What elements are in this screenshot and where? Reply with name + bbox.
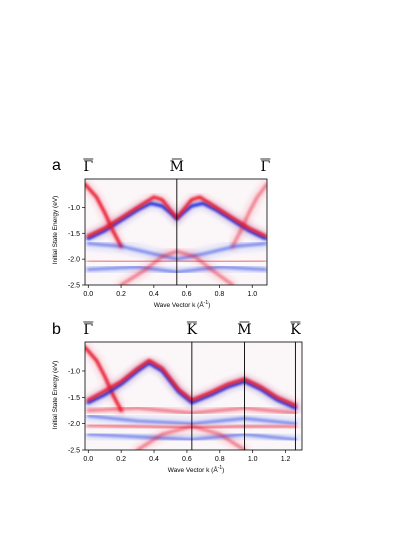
y-tick-label: -2.5 [68, 448, 80, 455]
symmetry-point-label: M [170, 159, 184, 175]
panel-b-y-axis-title: Initial State Energy (eV) [52, 361, 59, 430]
panel-b-x-ticks: 0.0 0.2 0.4 0.6 0.8 1.0 1.2 [83, 450, 291, 463]
x-tick-label: 0.4 [149, 456, 159, 463]
y-tick-label: -1.0 [68, 205, 80, 212]
panel-a: a Γ M Γ 0.0 0.2 0.4 0.6 0.8 1.0 -1.0 -1.5 -2.0 -2.… [52, 157, 271, 309]
band-red [86, 358, 297, 407]
y-tick-label: -1.5 [68, 395, 80, 402]
y-tick-label: -1.0 [68, 368, 80, 375]
symmetry-point-label: Γ [83, 322, 93, 338]
symmetry-point-label: Γ [83, 159, 93, 175]
x-tick-label: 0.8 [215, 456, 225, 463]
panel-a-x-ticks: 0.0 0.2 0.4 0.6 0.8 1.0 [83, 285, 257, 298]
band-red [231, 182, 267, 248]
y-tick-label: -2.0 [68, 421, 80, 428]
panel-b-label: b [52, 321, 61, 338]
x-tick-label: 1.0 [248, 456, 258, 463]
y-tick-label: -2.0 [68, 257, 80, 264]
panel-a-y-axis-title: Initial State Energy (eV) [52, 196, 59, 265]
panel-b-plot-area [84, 341, 303, 451]
x-tick-label: 1.2 [281, 456, 291, 463]
panel-a-x-axis-title: Wave Vector k (Å-1) [154, 300, 211, 309]
x-tick-label: 1.0 [247, 291, 257, 298]
panel-b-x-axis-title: Wave Vector k (Å-1) [168, 465, 225, 474]
y-tick-label: -1.5 [68, 231, 80, 238]
band-red [85, 182, 123, 248]
symmetry-point-label: K [187, 322, 198, 338]
x-tick-label: 0.2 [116, 456, 126, 463]
plot-frame [84, 178, 268, 286]
panel-a-y-ticks: -1.0 -1.5 -2.0 -2.5 [68, 205, 85, 290]
x-tick-label: 0.4 [149, 291, 159, 298]
panel-b: b Γ K M K 0.0 0.2 0.4 0.6 0.8 1.0 1.2 -1.0 -1.5 -2.… [52, 321, 303, 474]
symmetry-point-label: Γ [261, 159, 271, 175]
x-tick-label: 0.0 [83, 456, 93, 463]
symmetry-point-label: M [237, 322, 251, 338]
x-tick-label: 0.0 [83, 291, 93, 298]
x-tick-label: 0.6 [182, 291, 192, 298]
panel-a-label: a [52, 157, 61, 174]
y-tick-label: -2.5 [68, 283, 80, 290]
plot-frame [84, 341, 303, 451]
panel-a-plot-area [84, 178, 268, 286]
symmetry-point-label: K [290, 322, 301, 338]
x-tick-label: 0.8 [215, 291, 225, 298]
band-blue [86, 361, 297, 410]
x-tick-label: 0.2 [116, 291, 126, 298]
panel-b-y-ticks: -1.0 -1.5 -2.0 -2.5 [68, 368, 85, 455]
x-tick-label: 0.6 [182, 456, 192, 463]
band-red [85, 345, 123, 413]
